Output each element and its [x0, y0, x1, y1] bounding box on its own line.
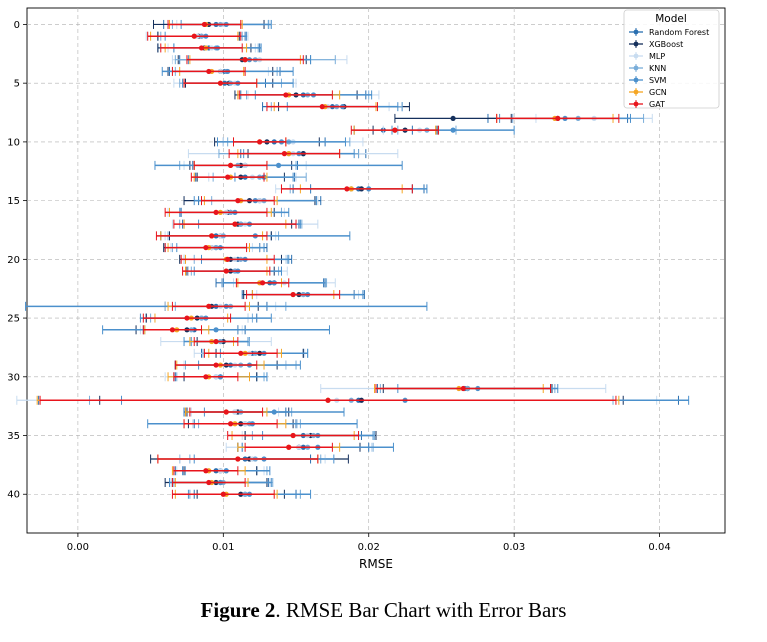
- legend-entry: Random Forest: [629, 28, 709, 37]
- x-tick-label: 0.02: [358, 542, 380, 553]
- data-point: [201, 21, 208, 28]
- data-point: [281, 151, 287, 157]
- legend: Model Random Forest XGBoost MLP KNN SVM GCN GA…: [623, 9, 720, 109]
- data-point: [275, 162, 282, 168]
- data-point: [227, 421, 234, 427]
- data-point: [555, 115, 561, 122]
- legend-entry: GCN: [629, 88, 667, 97]
- data-point: [209, 233, 215, 239]
- data-point: [271, 409, 277, 415]
- legend-label: GCN: [649, 88, 667, 97]
- data-point: [257, 139, 263, 145]
- data-point: [203, 374, 209, 380]
- legend-label: KNN: [649, 64, 666, 73]
- data-point: [213, 209, 219, 215]
- y-tick-label: 30: [7, 372, 20, 383]
- data-point: [235, 456, 241, 462]
- data-point: [259, 280, 266, 286]
- data-point: [450, 127, 456, 133]
- legend-title: Model: [655, 13, 687, 25]
- legend-swatch-marker: [633, 65, 639, 71]
- data-point: [344, 186, 350, 192]
- data-point: [213, 362, 219, 368]
- axis-layer: 0.00 0.01 0.02 0.03 0.04 0 5 10 15 20 25 30 35 40: [7, 20, 670, 553]
- y-tick-label: 25: [7, 314, 20, 325]
- y-tick-label: 5: [14, 79, 20, 90]
- data-point: [235, 198, 241, 204]
- legend-entry: SVM: [629, 76, 667, 85]
- legend-swatch-marker: [633, 41, 639, 47]
- data-point: [223, 409, 229, 415]
- figure-caption-text: . RMSE Bar Chart with Error Bars: [275, 598, 567, 622]
- legend-box: [623, 9, 720, 109]
- data-point: [184, 315, 190, 321]
- data-point: [232, 221, 238, 227]
- y-tick-label: 40: [7, 490, 20, 501]
- y-tick-label: 15: [7, 196, 20, 207]
- data-point: [283, 92, 289, 98]
- legend-entries: Random Forest XGBoost MLP KNN SVM GCN GAT: [629, 28, 709, 109]
- data-point: [203, 468, 209, 474]
- legend-entry: MLP: [629, 52, 665, 61]
- legend-swatch-marker: [633, 53, 639, 59]
- data-point: [217, 80, 224, 86]
- x-axis-label: RMSE: [359, 557, 393, 571]
- legend-entry: GAT: [629, 100, 665, 109]
- data-point: [290, 291, 296, 298]
- data-point: [169, 327, 176, 333]
- legend-entry: KNN: [629, 64, 666, 73]
- legend-entry: XGBoost: [629, 40, 683, 49]
- data-point: [450, 115, 456, 122]
- legend-label: Random Forest: [649, 28, 709, 37]
- data-point: [242, 57, 248, 63]
- data-point: [213, 338, 219, 345]
- data-point: [319, 104, 325, 110]
- legend-label: GAT: [649, 100, 665, 109]
- x-tick-label: 0.01: [212, 542, 234, 553]
- x-tick-label: 0.00: [67, 542, 89, 553]
- x-tick-label: 0.04: [648, 542, 670, 553]
- x-tick-label: 0.03: [503, 542, 525, 553]
- data-point: [286, 444, 292, 450]
- figure-caption-label: Figure 2: [200, 598, 276, 622]
- data-point: [392, 127, 398, 133]
- figure-caption: Figure 2. RMSE Bar Chart with Error Bars: [0, 598, 767, 623]
- data-point: [238, 350, 244, 356]
- plot-area: [26, 7, 726, 534]
- legend-swatch-marker: [633, 101, 639, 107]
- legend-swatch-marker: [633, 77, 639, 83]
- series-layer: [16, 19, 690, 499]
- data-point: [325, 397, 331, 403]
- data-point: [223, 268, 229, 274]
- data-point: [220, 491, 226, 497]
- data-point: [206, 68, 212, 75]
- legend-swatch-marker: [633, 29, 639, 35]
- data-point: [290, 432, 296, 439]
- legend-label: XGBoost: [649, 40, 683, 49]
- data-point: [203, 244, 209, 251]
- data-point: [225, 256, 231, 262]
- data-point: [206, 479, 212, 486]
- y-tick-label: 35: [7, 431, 20, 442]
- data-point: [206, 303, 212, 309]
- data-point: [460, 385, 466, 392]
- y-tick-label: 10: [7, 137, 20, 148]
- series-gat: [39, 19, 620, 499]
- data-point: [191, 33, 197, 39]
- legend-label: SVM: [649, 76, 667, 85]
- legend-label: MLP: [649, 52, 665, 61]
- data-point: [213, 327, 219, 333]
- data-point: [198, 45, 205, 51]
- legend-swatch-marker: [633, 89, 639, 95]
- data-point: [227, 162, 234, 168]
- data-point: [225, 174, 231, 180]
- y-tick-label: 0: [14, 20, 20, 31]
- y-tick-label: 20: [7, 255, 20, 266]
